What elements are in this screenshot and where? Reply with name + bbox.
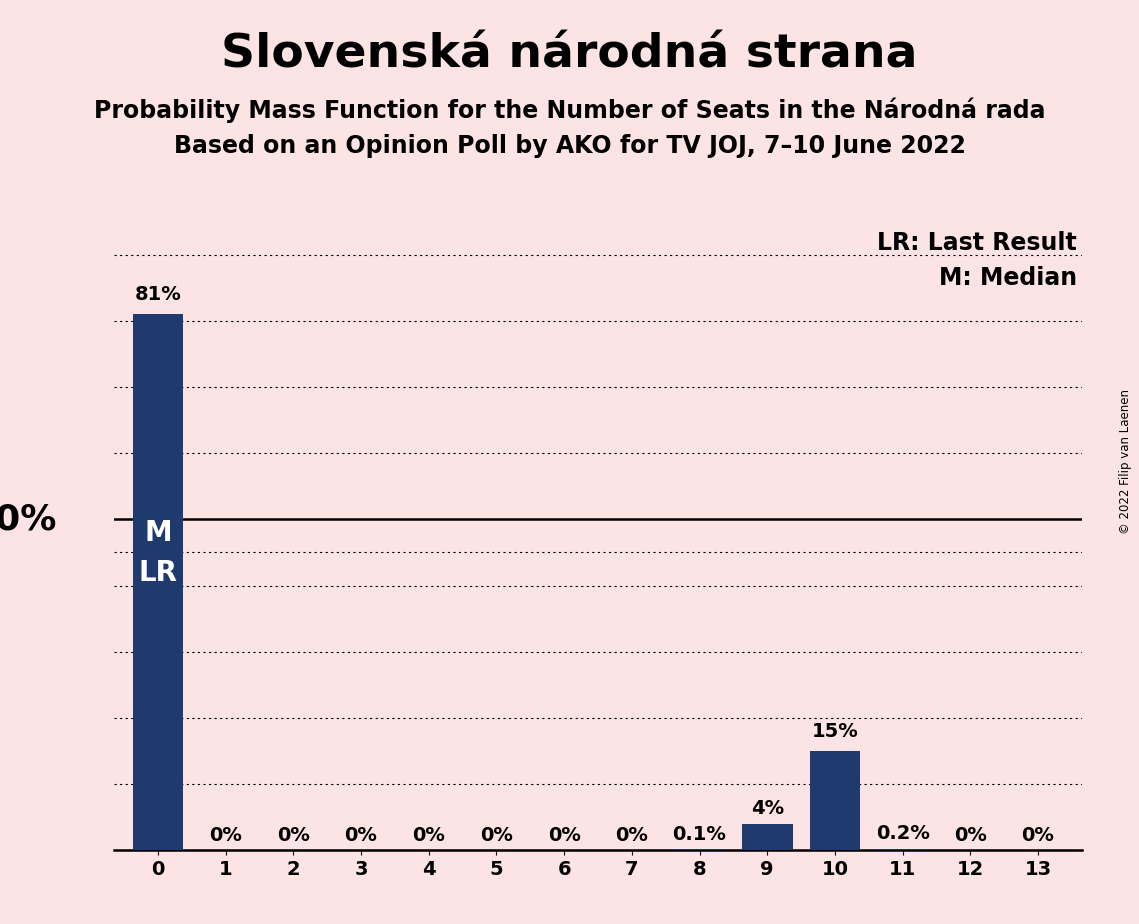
Text: © 2022 Filip van Laenen: © 2022 Filip van Laenen xyxy=(1118,390,1132,534)
Bar xyxy=(132,314,183,850)
Text: 15%: 15% xyxy=(812,722,859,741)
Text: 50%: 50% xyxy=(0,503,56,537)
Text: 0%: 0% xyxy=(548,826,581,845)
Bar xyxy=(741,823,793,850)
Text: 0%: 0% xyxy=(277,826,310,845)
Bar xyxy=(877,849,928,850)
Text: Slovenská národná strana: Slovenská národná strana xyxy=(221,32,918,78)
Text: LR: LR xyxy=(139,559,178,587)
Text: 0.2%: 0.2% xyxy=(876,824,929,844)
Text: 0%: 0% xyxy=(615,826,648,845)
Text: 81%: 81% xyxy=(134,286,181,304)
Text: Based on an Opinion Poll by AKO for TV JOJ, 7–10 June 2022: Based on an Opinion Poll by AKO for TV J… xyxy=(173,134,966,158)
Text: 4%: 4% xyxy=(751,799,784,819)
Text: 0%: 0% xyxy=(480,826,513,845)
Text: 0%: 0% xyxy=(953,826,986,845)
Text: 0.1%: 0.1% xyxy=(673,825,727,845)
Text: 0%: 0% xyxy=(210,826,243,845)
Text: 0%: 0% xyxy=(1022,826,1055,845)
Text: 0%: 0% xyxy=(345,826,377,845)
Text: M: M xyxy=(145,519,172,547)
Bar xyxy=(810,751,860,850)
Text: M: Median: M: Median xyxy=(939,266,1077,290)
Text: Probability Mass Function for the Number of Seats in the Národná rada: Probability Mass Function for the Number… xyxy=(93,97,1046,123)
Text: LR: Last Result: LR: Last Result xyxy=(877,231,1077,255)
Text: 0%: 0% xyxy=(412,826,445,845)
